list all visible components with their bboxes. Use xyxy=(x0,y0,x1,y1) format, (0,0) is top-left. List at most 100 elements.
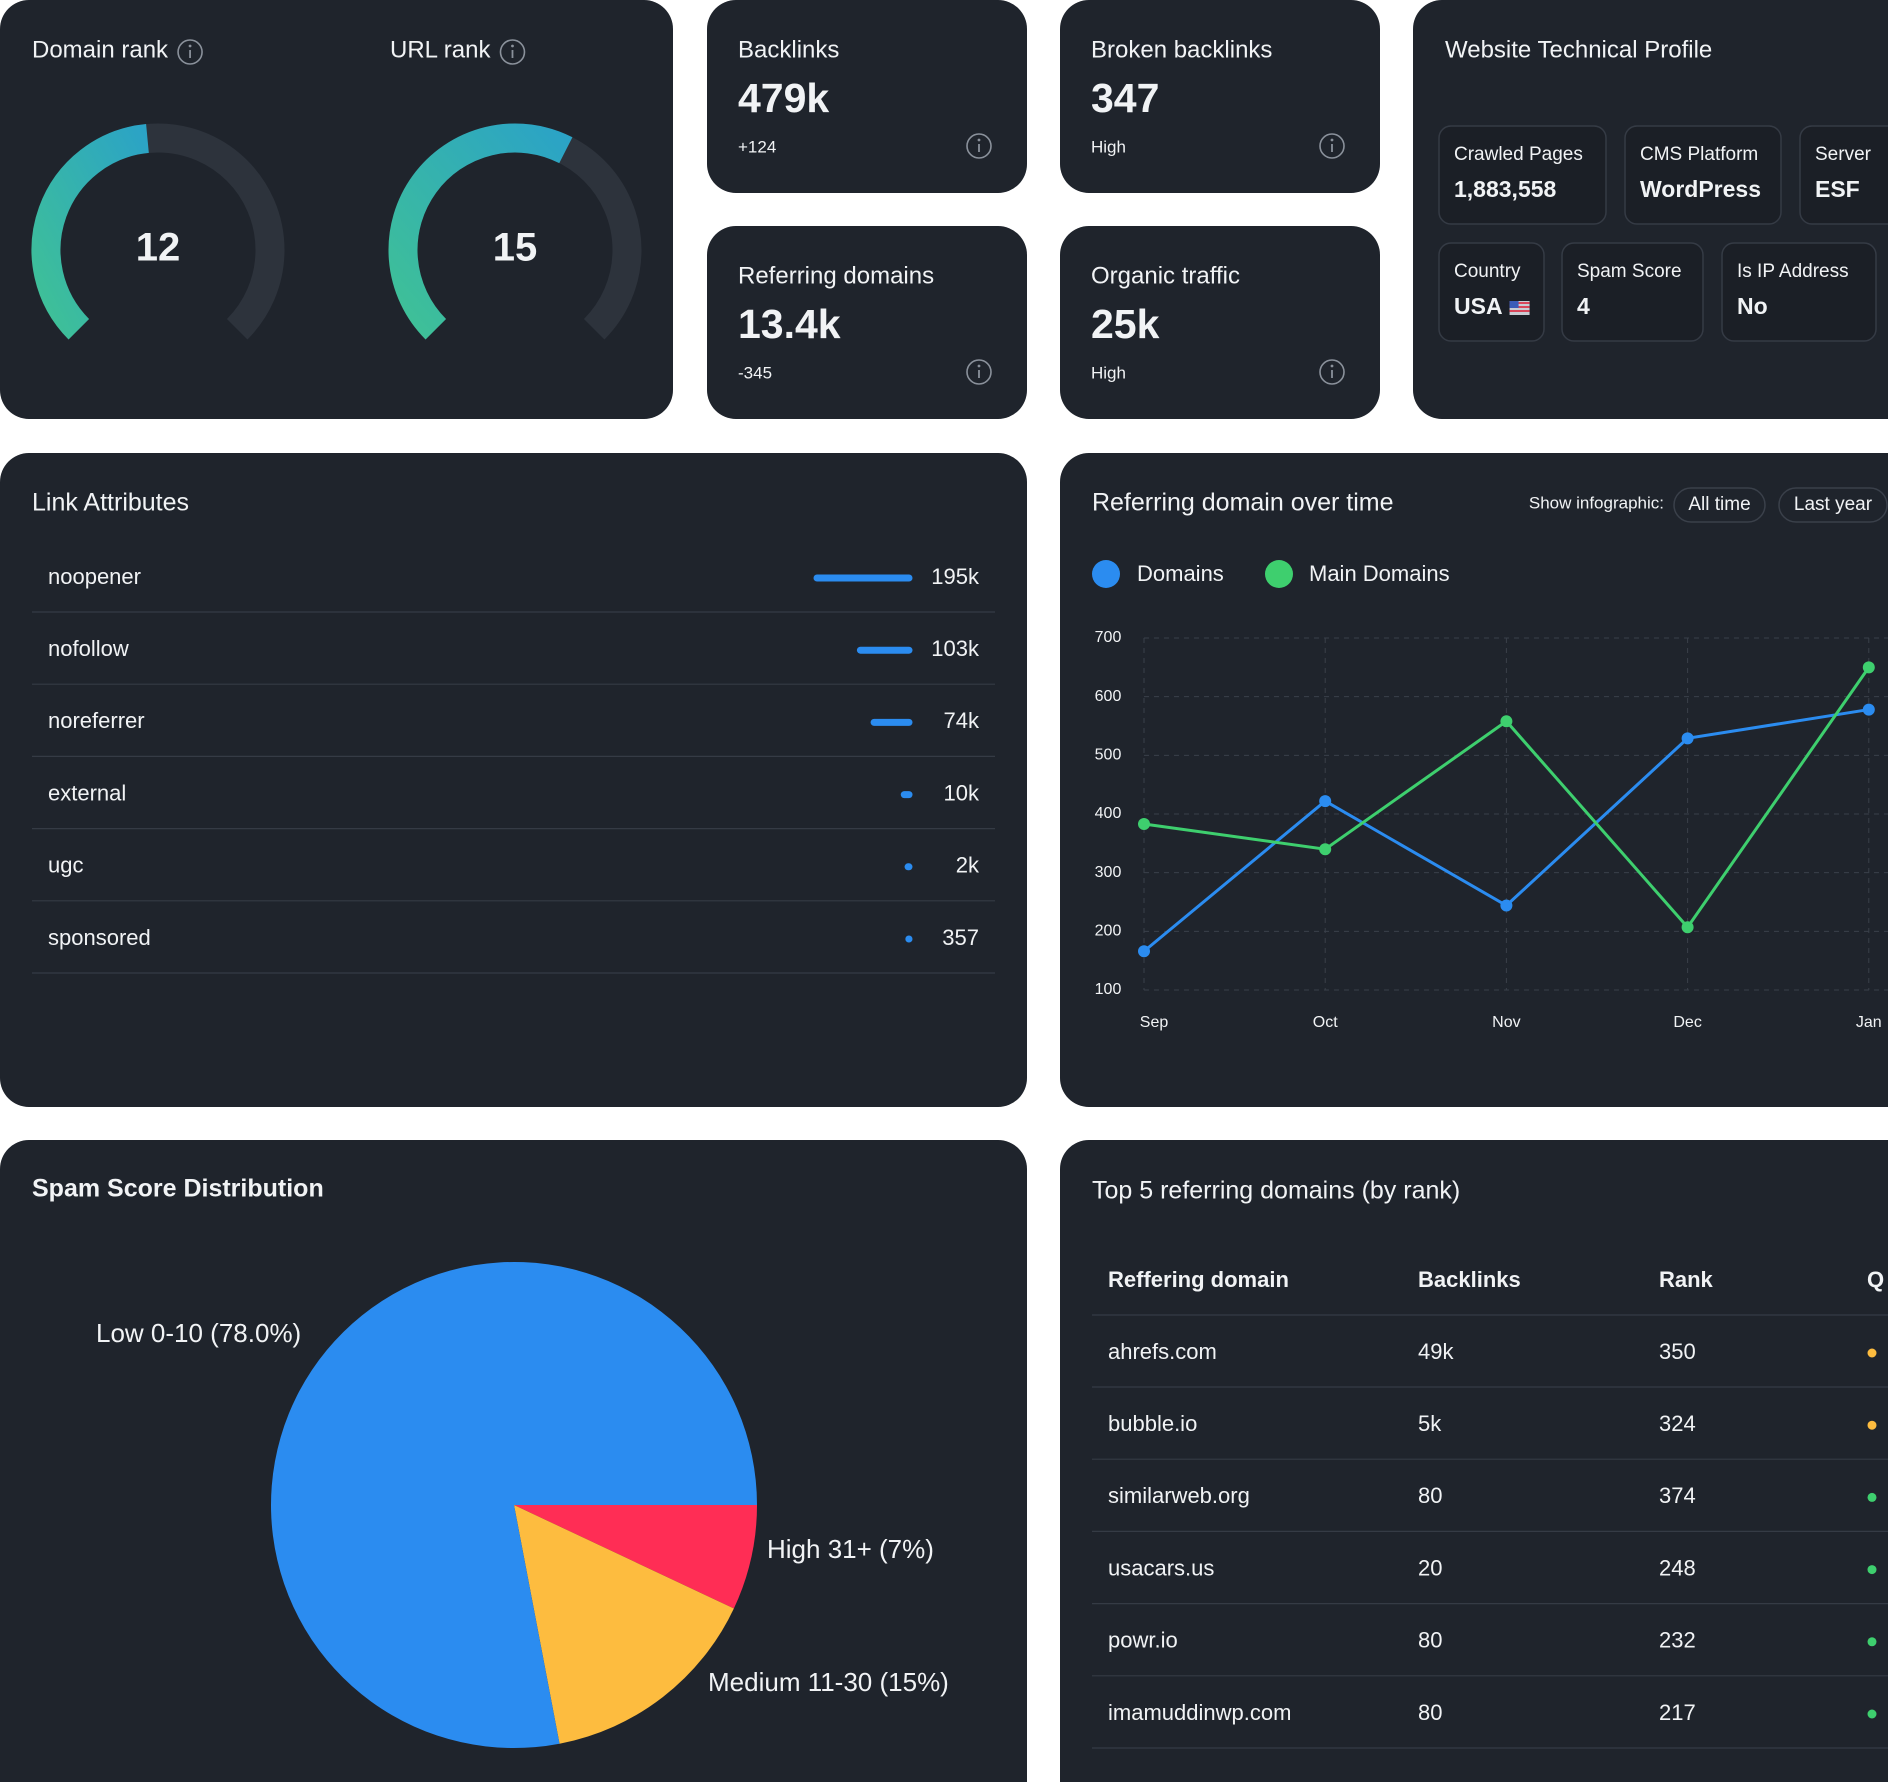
attribute-name: external xyxy=(48,780,126,805)
y-tick-label: 400 xyxy=(1095,805,1122,822)
gauge-label: Domain rank xyxy=(32,36,169,63)
card xyxy=(707,226,1027,419)
profile-box xyxy=(1438,125,1607,225)
gauge-label: URL rank xyxy=(390,36,491,63)
profile-value: USA xyxy=(1454,293,1503,319)
section-title: Website Technical Profile xyxy=(1445,36,1712,63)
table-cell: ahrefs.com xyxy=(1108,1339,1217,1364)
attribute-name: noreferrer xyxy=(48,708,145,733)
attribute-value: 103k xyxy=(931,636,980,661)
attribute-name: noopener xyxy=(48,564,141,589)
info-dot xyxy=(511,44,514,48)
x-tick-label: Jan xyxy=(1856,1014,1882,1031)
info-icon[interactable] xyxy=(1319,359,1345,385)
series-point xyxy=(1138,817,1150,830)
x-tick-label: Nov xyxy=(1492,1014,1520,1031)
stat-note: High xyxy=(1091,137,1126,156)
status-dot xyxy=(1867,1565,1877,1575)
gauge-value xyxy=(388,123,573,340)
table-cell: 232 xyxy=(1659,1628,1696,1653)
flag-stripe xyxy=(1509,302,1530,304)
attribute-name: sponsored xyxy=(48,925,151,950)
flag-stripe xyxy=(1509,310,1530,312)
pie-slice xyxy=(270,1261,757,1748)
table-cell: 324 xyxy=(1659,1411,1696,1436)
profile-label: CMS Platform xyxy=(1640,144,1758,165)
info-icon[interactable] xyxy=(1319,133,1345,159)
card xyxy=(707,0,1027,193)
attribute-value: 2k xyxy=(956,853,980,878)
flag-stripe xyxy=(1509,306,1530,308)
info-dot xyxy=(977,364,981,368)
attribute-value: 74k xyxy=(944,708,980,733)
x-tick-label: Dec xyxy=(1673,1014,1701,1031)
info-dot xyxy=(188,44,192,48)
section-title: Referring domain over time xyxy=(1092,489,1394,517)
column-header: Reffering domain xyxy=(1108,1267,1289,1292)
column-header: Backlinks xyxy=(1418,1267,1521,1292)
legend-label: Main Domains xyxy=(1309,561,1450,586)
profile-box xyxy=(1438,242,1545,342)
card xyxy=(1060,226,1380,419)
info-icon[interactable] xyxy=(966,133,992,159)
table-cell: 20 xyxy=(1418,1555,1442,1580)
profile-box xyxy=(1561,242,1704,342)
stat-note: High xyxy=(1091,363,1126,382)
series-point xyxy=(1138,945,1150,958)
profile-label: Country xyxy=(1454,261,1521,282)
table-cell: usacars.us xyxy=(1108,1555,1214,1580)
legend-dot xyxy=(1092,560,1120,588)
series-point xyxy=(1862,661,1875,674)
table-cell: 49k xyxy=(1418,1339,1454,1364)
pie-slice xyxy=(514,1505,757,1609)
table-cell: 80 xyxy=(1418,1628,1442,1653)
y-tick-label: 600 xyxy=(1095,688,1122,705)
card xyxy=(0,453,1027,1107)
info-circle xyxy=(966,359,992,385)
info-circle xyxy=(1319,133,1345,159)
legend-label: Domains xyxy=(1137,561,1224,586)
status-dot xyxy=(1867,1637,1877,1647)
filter-button[interactable] xyxy=(1673,487,1766,523)
info-icon[interactable] xyxy=(177,39,203,65)
gauge-number: 15 xyxy=(493,226,538,270)
profile-box xyxy=(1799,125,1888,225)
series-point xyxy=(1681,732,1694,745)
filter-button[interactable] xyxy=(1778,487,1888,523)
filter-button-label: Last year xyxy=(1794,494,1873,515)
section-title: Top 5 referring domains (by rank) xyxy=(1092,1177,1460,1205)
pie-slice xyxy=(514,1505,734,1744)
info-icon[interactable] xyxy=(499,39,526,65)
filter-button-label: All time xyxy=(1688,494,1750,515)
profile-label: Is IP Address xyxy=(1737,261,1849,282)
series-point xyxy=(1681,921,1694,934)
attribute-name: ugc xyxy=(48,853,83,878)
table-cell: 374 xyxy=(1659,1483,1696,1508)
stat-value: 479k xyxy=(738,75,829,121)
stat-note: -345 xyxy=(738,363,772,382)
table-cell: 248 xyxy=(1659,1555,1696,1580)
info-dot xyxy=(1330,138,1334,142)
status-dot xyxy=(1867,1492,1877,1502)
card xyxy=(1060,453,1888,1107)
info-icon[interactable] xyxy=(966,359,992,385)
series-point xyxy=(1500,715,1513,728)
attribute-name: nofollow xyxy=(48,636,129,661)
stat-value: 13.4k xyxy=(738,301,841,347)
profile-label: Spam Score xyxy=(1577,261,1682,282)
stat-label: Backlinks xyxy=(738,36,839,63)
table-cell: similarweb.org xyxy=(1108,1483,1250,1508)
series-point xyxy=(1500,899,1513,912)
profile-value: 4 xyxy=(1577,293,1590,319)
profile-value: 1,883,558 xyxy=(1454,176,1557,202)
profile-box xyxy=(1721,242,1877,342)
table-cell: 217 xyxy=(1659,1700,1696,1725)
attribute-value: 195k xyxy=(931,564,980,589)
flag-icon xyxy=(1509,301,1530,315)
card xyxy=(1060,0,1380,193)
pie-label: High 31+ (7%) xyxy=(767,1534,934,1564)
card xyxy=(1060,1140,1888,1782)
info-circle xyxy=(177,39,203,65)
table-cell: 5k xyxy=(1418,1411,1442,1436)
y-tick-label: 300 xyxy=(1095,864,1122,881)
